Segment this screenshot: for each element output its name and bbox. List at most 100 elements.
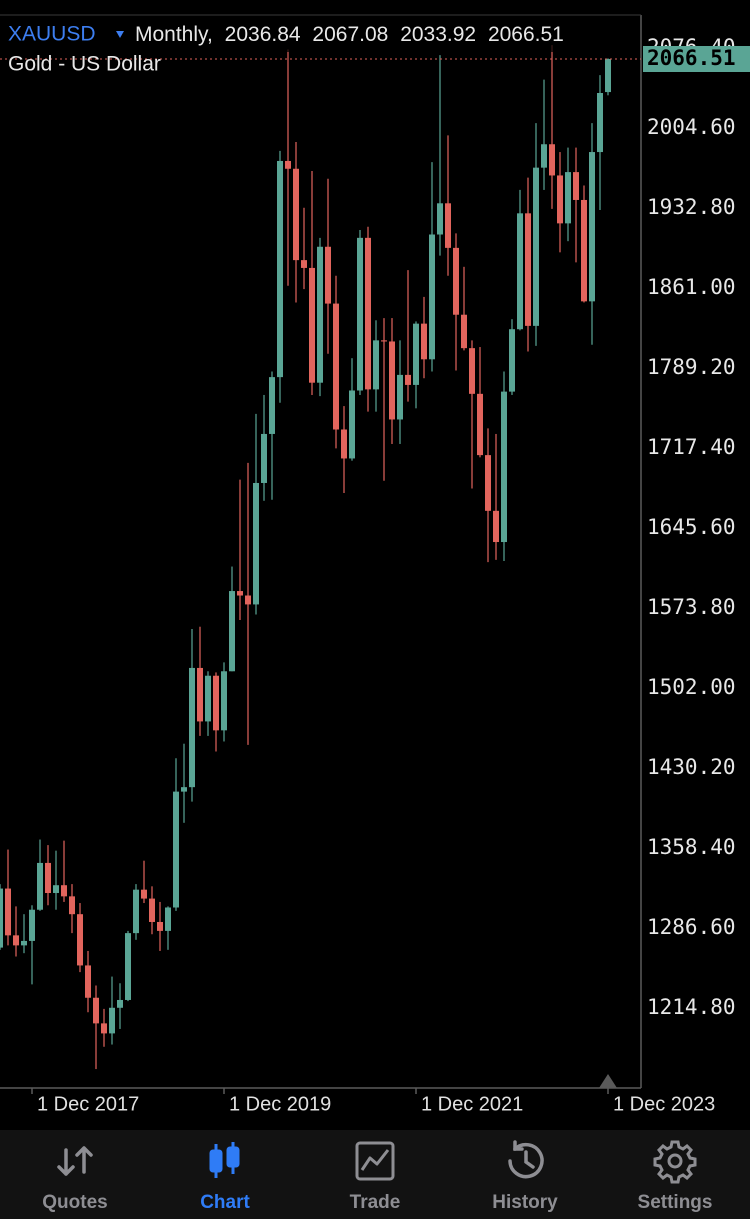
candle-body: [133, 889, 139, 934]
candle-body: [117, 999, 123, 1008]
candle-body: [469, 348, 475, 394]
candle-body: [597, 92, 603, 153]
candle-body: [5, 888, 11, 936]
candle-body: [405, 374, 411, 385]
candle-body: [269, 377, 275, 434]
candle-body: [453, 247, 459, 315]
candle-body: [45, 862, 51, 894]
tab-label: Settings: [637, 1192, 713, 1213]
candle-body: [485, 455, 491, 511]
candle-body: [141, 889, 147, 899]
symbol-dropdown[interactable]: [116, 31, 124, 38]
y-labels: 1214.80 1286.60 1358.40 1430.20 1502.00 1573.…: [37, 35, 736, 1115]
candle-body: [501, 391, 507, 543]
candle-body: [549, 144, 555, 176]
candle-body: [165, 907, 171, 931]
scroll-marker: [599, 1074, 617, 1088]
candle-body: [149, 898, 155, 922]
tab[interactable]: Quotes: [0, 1130, 150, 1219]
tab[interactable]: Settings: [600, 1130, 750, 1219]
candle-body: [341, 429, 347, 459]
candle-body: [389, 341, 395, 420]
candle-body: [325, 246, 331, 304]
candle-body: [429, 234, 435, 360]
candle-body: [557, 175, 563, 224]
candle-body: [285, 160, 291, 169]
candle-body: [29, 909, 35, 941]
candle-body: [101, 1023, 107, 1034]
y-tick-label: 1932.80: [647, 195, 736, 219]
candle-body: [357, 237, 363, 391]
chart: 1214.80 1286.60 1358.40 1430.20 1502.00 1573.…: [0, 14, 750, 1115]
x-tick-label: 1 Dec 2023: [613, 1093, 715, 1115]
y-tick-label: 1717.40: [647, 435, 736, 459]
quotes-icon: [57, 1146, 93, 1176]
candle-body: [253, 482, 259, 605]
y-tick-label: 1430.20: [647, 755, 736, 779]
candle-body: [77, 914, 83, 966]
price-label-bg: [643, 46, 750, 73]
candle-body: [125, 933, 131, 1000]
x-tick-label: 1 Dec 2017: [37, 1093, 139, 1115]
y-tick-label: 2004.60: [647, 115, 736, 139]
candle-body: [61, 885, 67, 897]
header-bg: [0, 18, 605, 52]
candles: [0, 45, 611, 1070]
candle-body: [13, 935, 19, 946]
candle-body: [509, 329, 515, 392]
symbol[interactable]: XAUUSD: [8, 23, 96, 46]
candle-body: [213, 675, 219, 731]
candle-body: [541, 144, 547, 168]
tab[interactable]: Trade: [300, 1130, 450, 1219]
candle-body: [533, 167, 539, 326]
candle-body: [53, 885, 59, 894]
y-tick-label: 1358.40: [647, 835, 736, 859]
y-tick-label: 1286.60: [647, 915, 736, 939]
candle-body: [277, 160, 283, 378]
header-close: 2066.51: [488, 23, 564, 46]
header-ohlc: Monthly, 2036.84 2067.08 2033.92 2066.51: [135, 23, 564, 46]
tab[interactable]: History: [450, 1130, 600, 1219]
candle-body: [157, 921, 163, 931]
tab[interactable]: Chart: [150, 1130, 300, 1219]
candle-body: [37, 862, 43, 910]
candle-body: [0, 888, 3, 948]
header-high: 2067.08: [312, 23, 388, 46]
trade-icon: [355, 1141, 395, 1181]
tab-label: Trade: [349, 1192, 401, 1213]
candle-body: [565, 172, 571, 224]
candle-body: [93, 997, 99, 1024]
timeframe: Monthly,: [135, 23, 213, 46]
candle-body: [245, 595, 251, 605]
header-open: 2036.84: [225, 23, 301, 46]
candle-body: [381, 340, 387, 342]
y-tick-label: 1645.60: [647, 515, 736, 539]
candle-body: [349, 390, 355, 459]
history-icon: [508, 1140, 544, 1179]
price-label: 2066.51: [647, 46, 736, 70]
candle-body: [605, 59, 611, 93]
tab-label: Chart: [200, 1192, 250, 1213]
tab-label: History: [492, 1192, 558, 1213]
candle-body: [589, 152, 595, 302]
candle-body: [173, 791, 179, 908]
candle-body: [397, 374, 403, 420]
candle-body: [221, 671, 227, 731]
candle-body: [229, 591, 235, 672]
candle-body: [493, 510, 499, 543]
candle-body: [317, 246, 323, 383]
candle-body: [85, 965, 91, 998]
candle-body: [189, 667, 195, 788]
candle-body: [205, 675, 211, 722]
candle-body: [309, 267, 315, 383]
candle-body: [573, 172, 579, 200]
y-tick-label: 1789.20: [647, 355, 736, 379]
candle-body: [373, 340, 379, 390]
candle-body: [581, 199, 587, 302]
candle-body: [109, 1007, 115, 1034]
candle-body: [21, 940, 27, 946]
overlay: 2066.51: [0, 46, 750, 73]
candle-body: [261, 433, 267, 483]
y-tick-label: 1861.00: [647, 275, 736, 299]
y-tick-label: 1573.80: [647, 595, 736, 619]
